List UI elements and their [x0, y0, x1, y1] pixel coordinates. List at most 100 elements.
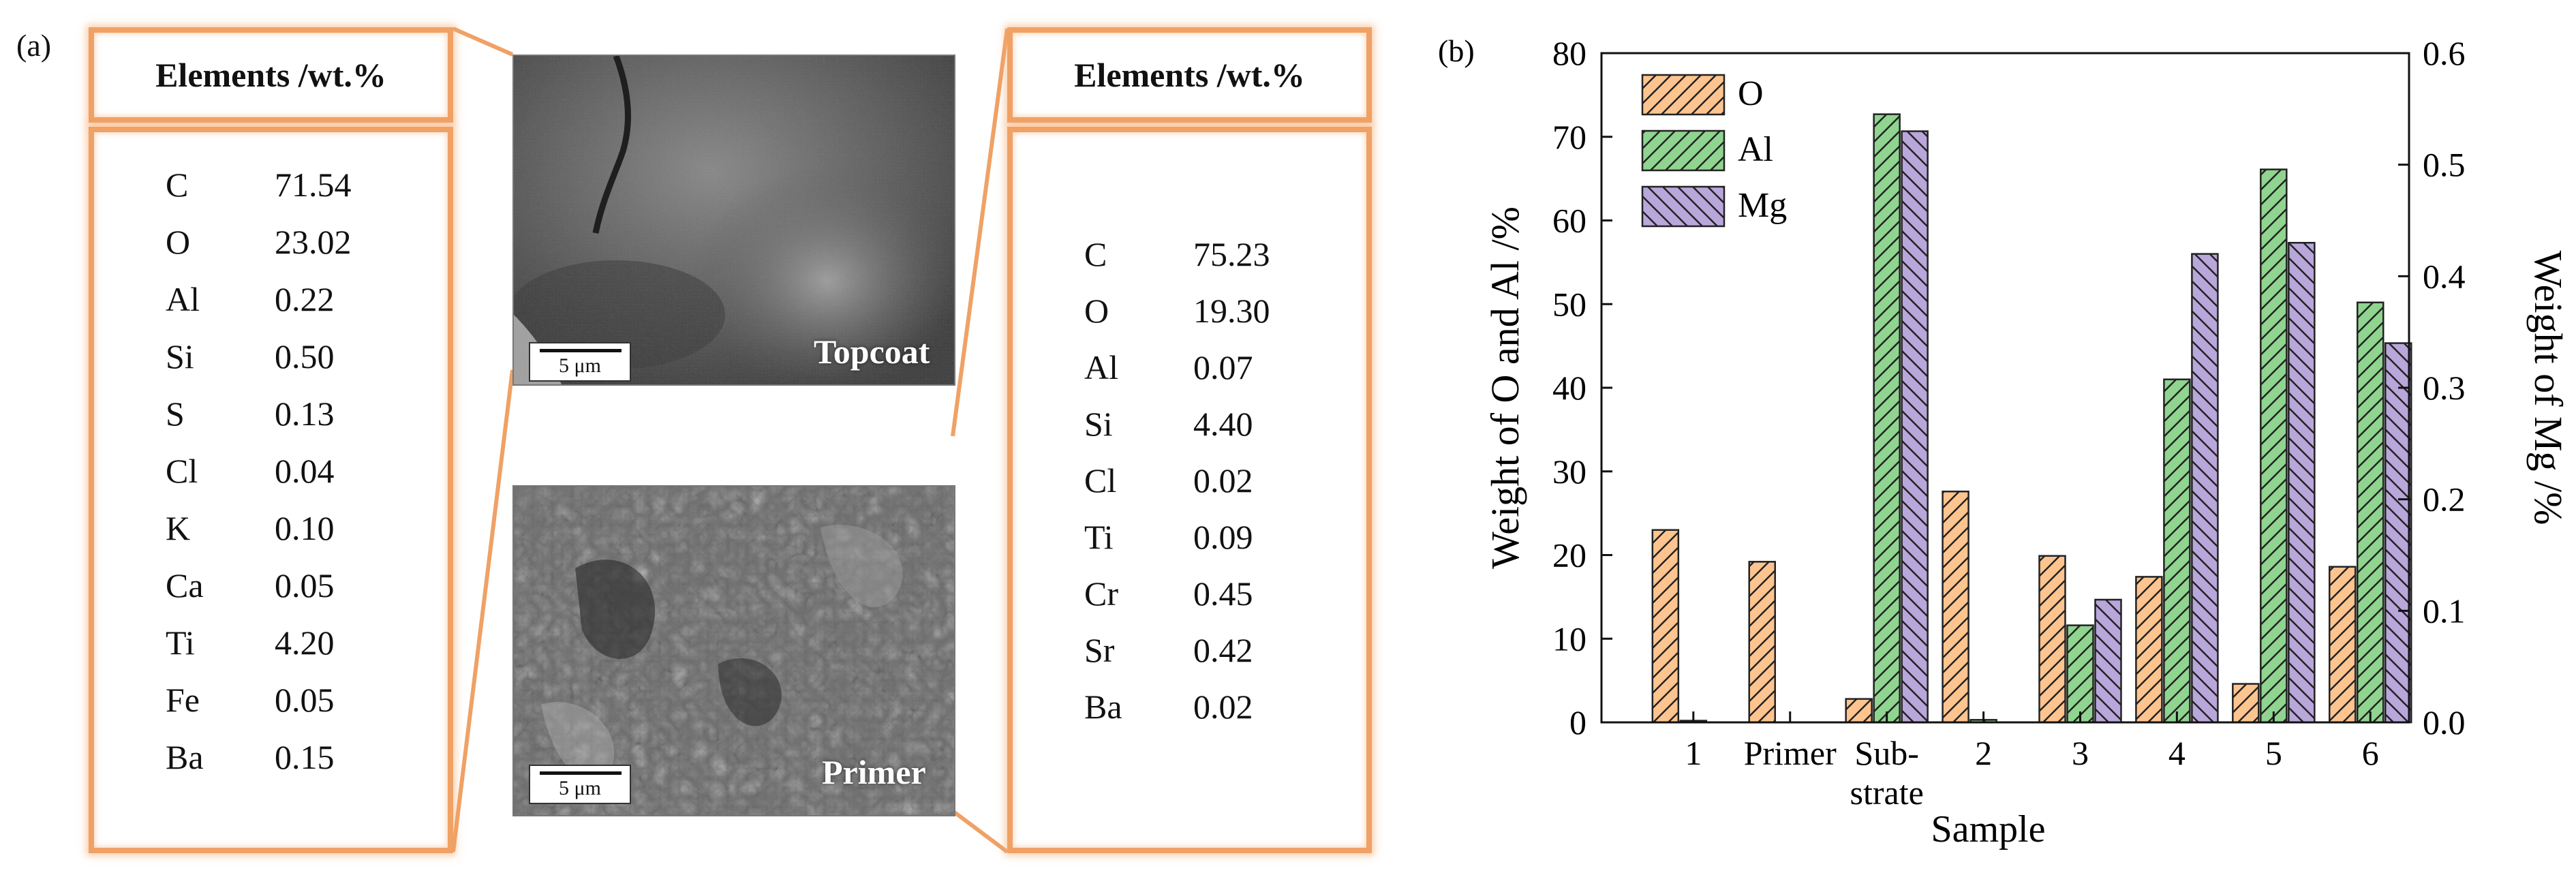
x-axis-label: Sample [1931, 808, 2046, 850]
element-symbol: Si [166, 337, 194, 375]
bar-o [1748, 561, 1776, 724]
element-symbol: Ba [166, 738, 204, 776]
y-tick-label-left: 0 [1569, 703, 1586, 741]
element-value: 71.54 [275, 166, 352, 204]
y-tick-label-left: 50 [1552, 285, 1586, 323]
element-symbol: Fe [166, 681, 200, 719]
element-value: 19.30 [1193, 292, 1270, 330]
bar-mg [2191, 253, 2219, 724]
table-row: Cl 0.04 [166, 451, 397, 492]
element-symbol: Sr [1084, 631, 1115, 669]
element-symbol: Cl [166, 452, 198, 490]
legend-label-o: O [1738, 74, 1764, 113]
x-tick-label: 6 [2362, 734, 2379, 772]
bar-al [1873, 113, 1901, 724]
x-tick-label: 5 [2265, 734, 2282, 772]
table-row: O 19.30 [1084, 291, 1316, 332]
bar-mg [2288, 241, 2316, 724]
y-axis-label-right: Weight of Mg /% [2526, 251, 2571, 525]
y-tick-label-left: 80 [1552, 34, 1586, 72]
right-table-title: Elements /wt.% [1074, 56, 1305, 94]
element-symbol: C [1084, 235, 1107, 273]
scale-bar-topcoat [540, 349, 622, 352]
table-row: Al 0.07 [1084, 348, 1316, 388]
y-tick-label-right: 0.1 [2423, 592, 2466, 630]
x-tick-label: 3 [2072, 734, 2089, 772]
y-tick-label-left: 60 [1552, 202, 1586, 240]
element-value: 0.05 [275, 681, 335, 719]
legend-label-mg: Mg [1738, 186, 1787, 225]
element-value: 0.42 [1193, 631, 1253, 669]
table-row: C 75.23 [1084, 234, 1316, 275]
table-row: Cr 0.45 [1084, 574, 1316, 615]
element-value: 0.05 [275, 566, 335, 604]
legend-swatch-al [1641, 129, 1726, 172]
legend-label-al: Al [1738, 130, 1773, 169]
panel-a-label: (a) [16, 28, 52, 63]
chart-panel-b: 0 10 20 30 40 50 60 70 80 0.0 0.1 0.2 0.3 0.4 0.5 0.6 1 P… [1438, 33, 2571, 850]
bar-mg [1901, 130, 1929, 724]
scale-label-primer: 5 μm [559, 777, 601, 799]
element-value: 0.22 [275, 280, 335, 318]
sem-topcoat-texture [514, 56, 954, 384]
x-tick-label: Primer [1744, 734, 1837, 772]
table-row: Si 0.50 [166, 337, 397, 378]
element-symbol: Al [1084, 348, 1118, 386]
element-symbol: Ba [1084, 688, 1122, 726]
element-value: 0.50 [275, 337, 335, 375]
table-row: Ti 0.09 [1084, 517, 1316, 558]
element-symbol: Ti [166, 624, 195, 662]
table-row: Ba 0.02 [1084, 687, 1316, 728]
table-row: Si 4.40 [1084, 404, 1316, 445]
element-symbol: K [166, 509, 191, 547]
left-table-header: Elements /wt.% [89, 27, 453, 123]
x-tick-label: strate [1850, 773, 1924, 812]
element-value: 0.02 [1193, 461, 1253, 500]
x-tick-label: 2 [1975, 734, 1992, 772]
bar-o [1942, 490, 1969, 724]
element-value: 4.40 [1193, 405, 1253, 443]
bar-mg [2384, 342, 2412, 724]
bar-al [2066, 624, 2094, 724]
table-row: Cl 0.02 [1084, 461, 1316, 502]
element-value: 0.10 [275, 509, 335, 547]
table-row: Ti 4.20 [166, 623, 397, 664]
element-symbol: Ca [166, 566, 204, 604]
scale-bar-primer [540, 771, 622, 775]
y-tick-label-right: 0.5 [2423, 146, 2466, 184]
bar-mg [2094, 598, 2122, 724]
right-table-header: Elements /wt.% [1007, 27, 1372, 123]
left-table-body: C 71.54 O 23.02 Al 0.22 Si 0.50 S 0.13 Cl 0.04 K 0.10… [89, 127, 453, 853]
scale-box-primer: 5 μm [529, 765, 631, 804]
element-symbol: O [1084, 292, 1109, 330]
y-tick-label-left: 30 [1552, 452, 1586, 491]
bar-o [1845, 698, 1873, 724]
scale-box-topcoat: 5 μm [529, 342, 631, 382]
table-row: Sr 0.42 [1084, 630, 1316, 671]
bar-o [2038, 555, 2066, 724]
sem-primer-texture [514, 487, 954, 815]
element-value: 75.23 [1193, 235, 1270, 273]
y-axis-label-left: Weight of O and Al /% [1483, 206, 1527, 569]
element-symbol: O [166, 223, 191, 261]
y-tick-label-right: 0.2 [2423, 480, 2466, 519]
bar-al [2163, 378, 2191, 724]
table-row: Fe 0.05 [166, 680, 397, 721]
bar-o [1651, 529, 1680, 724]
element-symbol: Al [166, 280, 200, 318]
element-symbol: Si [1084, 405, 1113, 443]
table-row: Al 0.22 [166, 279, 397, 320]
table-row: Ca 0.05 [166, 566, 397, 607]
element-symbol: Cr [1084, 574, 1118, 613]
legend-swatch-o [1641, 74, 1726, 116]
element-value: 0.04 [275, 452, 335, 490]
element-value: 0.07 [1193, 348, 1253, 386]
bar-al [2356, 301, 2385, 724]
element-value: 0.13 [275, 395, 335, 433]
bar-o [2328, 566, 2357, 724]
x-tick-label: 1 [1685, 734, 1702, 772]
panel-b-label: (b) [1438, 33, 1475, 68]
left-table-title: Elements /wt.% [155, 56, 386, 94]
element-symbol: Cl [1084, 461, 1117, 500]
